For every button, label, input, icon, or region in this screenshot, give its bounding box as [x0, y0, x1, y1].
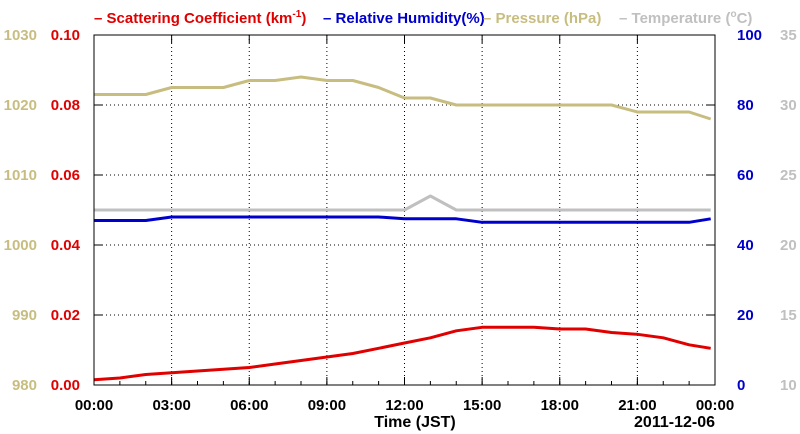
y-tick-label-left-outer: 1020 — [4, 97, 37, 114]
x-tick-label: 06:00 — [230, 397, 268, 414]
series-line-scattering-coefficient — [93, 325, 711, 382]
y-tick-label-left-outer: 1010 — [4, 167, 37, 184]
x-tick-label: 09:00 — [308, 397, 346, 414]
series-layer — [93, 75, 712, 382]
y-tick-label-right-inner: 80 — [737, 97, 754, 114]
y-tick-label-right-inner: 60 — [737, 167, 754, 184]
y-tick-label-left-inner: 0.00 — [51, 377, 80, 394]
x-tick-label: 00:00 — [696, 397, 734, 414]
legend-scattering-coefficient: – Scattering Coefficient (km-1) — [94, 9, 306, 27]
x-tick-label: 03:00 — [152, 397, 190, 414]
y-tick-label-right-outer: 35 — [780, 27, 797, 44]
series-line-temperature — [94, 194, 711, 212]
legend: – Scattering Coefficient (km-1) – Relati… — [94, 9, 752, 27]
y-tick-label-right-outer: 15 — [780, 307, 797, 324]
y-tick-label-right-outer: 25 — [780, 167, 797, 184]
y-tick-label-right-inner: 20 — [737, 307, 754, 324]
y-tick-label-right-inner: 0 — [737, 377, 745, 394]
y-tick-label-left-inner: 0.02 — [51, 307, 80, 324]
legend-pressure: – Pressure (hPa) — [483, 10, 601, 27]
y-tick-label-left-inner: 0.06 — [51, 167, 80, 184]
x-tick-label: 18:00 — [541, 397, 579, 414]
legend-relative-humidity: – Relative Humidity(%) — [323, 10, 485, 27]
y-tick-label-left-outer: 1030 — [4, 27, 37, 44]
y-tick-label-left-outer: 1000 — [4, 237, 37, 254]
y-tick-label-left-inner: 0.08 — [51, 97, 80, 114]
y-tick-label-left-outer: 990 — [12, 307, 37, 324]
legend-temperature: – Temperature (oC) — [619, 9, 752, 27]
y-tick-label-right-outer: 10 — [780, 377, 797, 394]
series-line-relative-humidity — [94, 215, 711, 224]
date-label: 2011-12-06 — [634, 414, 715, 431]
x-tick-label: 21:00 — [618, 397, 656, 414]
y-tick-label-right-outer: 30 — [780, 97, 797, 114]
y-tick-label-left-inner: 0.10 — [51, 27, 80, 44]
y-tick-label-right-outer: 20 — [780, 237, 797, 254]
y-tick-label-right-inner: 40 — [737, 237, 754, 254]
y-tick-label-left-outer: 980 — [12, 377, 37, 394]
y-tick-label-left-inner: 0.04 — [51, 237, 81, 254]
x-tick-label: 12:00 — [385, 397, 423, 414]
x-tick-label: 15:00 — [463, 397, 501, 414]
y-tick-label-right-inner: 100 — [737, 27, 762, 44]
x-tick-label: 00:00 — [75, 397, 113, 414]
x-axis-label: Time (JST) — [374, 414, 456, 431]
axes: 00:00 03:00 06:00 09:00 12:00 15:00 18:00 21:00… — [4, 27, 797, 414]
series-line-pressure-hpa — [94, 75, 712, 121]
